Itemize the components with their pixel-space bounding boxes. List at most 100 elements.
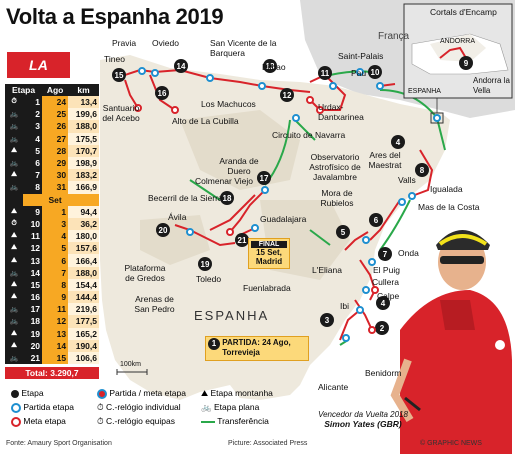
mountain-icon: ⛰ (5, 144, 24, 157)
stopwatch-icon: ⏱ (97, 402, 104, 412)
table-cell-km: 180,0 (68, 230, 99, 243)
table-cell-stage: 7 (23, 169, 43, 182)
legend-mountain: ⛰ Etapa montanha (201, 388, 273, 398)
table-row: ⛰ 9 1 94,4 (5, 205, 99, 218)
stage-marker-3b: 3 (325, 316, 330, 325)
label-oviedo: Oviedo (152, 38, 179, 48)
table-header-date: Ago (42, 84, 69, 96)
page-title: Volta a Espanha 2019 (6, 4, 224, 29)
footer-source: Fonte: Amaury Sport Organisation (6, 440, 112, 447)
label-san-vicente: San Vicente de la Barquera (210, 38, 277, 58)
label-becerril: Becerril de la Sierra (148, 193, 223, 203)
footer-credit: © GRAPHIC NEWS (420, 440, 482, 447)
cyclist-icon: 🚲 (5, 266, 24, 279)
finish-callout-text: 15 Set, Madrid (255, 248, 283, 266)
table-cell-date: 12 (42, 315, 69, 328)
table-cell-stage: 16 (23, 291, 43, 304)
cyclist-icon: 🚲 (5, 315, 24, 328)
table-cell-stage: 5 (23, 144, 43, 157)
total-distance: Total: 3.290,7 (5, 367, 99, 379)
table-header-km: km (68, 84, 99, 96)
table-cell-km: 13,4 (68, 96, 99, 109)
table-row: ⛰ 12 5 157,6 (5, 242, 99, 255)
table-cell-km: 166,4 (68, 254, 99, 267)
label-gredos: Plataforma de Gredos (124, 263, 166, 283)
table-cell-date: 4 (42, 230, 69, 243)
table-cell-km: 94,4 (68, 205, 99, 218)
table-cell-date: 31 (42, 181, 69, 194)
table-cell-stage: 11 (23, 230, 43, 243)
cyclist-icon: 🚲 (5, 181, 24, 194)
table-cell-km: 188,0 (68, 266, 99, 279)
table-cell-stage: 13 (23, 254, 43, 267)
label-el-puig: El Puig (373, 265, 400, 275)
start-dot-icon (11, 402, 21, 413)
table-row: ⛰ 11 4 180,0 (5, 230, 99, 243)
table-cell-stage: 19 (23, 327, 43, 340)
inset-espanha: ESPANHA (408, 88, 441, 95)
winner-name: Simon Yates (GBR) (324, 419, 402, 429)
legend-transfer: Transferência (201, 416, 269, 426)
start-callout-text: PARTIDA: 24 Ago, Torrevieja (222, 338, 291, 357)
table-cell-km: 177,5 (68, 315, 99, 328)
table-cell-km: 106,6 (68, 351, 99, 365)
label-franca: França (378, 31, 410, 42)
stage-marker-5: 5 (341, 228, 346, 237)
table-cell-date: 3 (42, 217, 69, 231)
stage-marker-16: 16 (158, 89, 167, 98)
label-urdax: Urdax-Dantxarinea (318, 102, 364, 122)
label-circuito-navarra: Circuito de Navarra (272, 130, 346, 140)
table-row: 🚲 21 15 106,6 (5, 351, 99, 365)
table-cell-date: 14 (42, 339, 69, 352)
table-cell-km: 188,0 (68, 120, 99, 133)
start-callout: 1 PARTIDA: 24 Ago, Torrevieja (205, 336, 309, 361)
cyclist-icon: 🚲 (5, 156, 24, 170)
label-fuenlabrada: Fuenlabrada (243, 283, 291, 293)
table-row: ⏱ 10 3 36,2 (5, 217, 99, 231)
finish-dot-icon (11, 416, 21, 427)
table-cell-date: 25 (42, 108, 69, 121)
table-cell-stage: 1 (23, 96, 43, 109)
team-stopwatch-icon: ⏱ (97, 416, 104, 426)
cyclist-icon: 🚲 (5, 132, 24, 145)
table-cell-date: 1 (42, 205, 69, 218)
table-cell-stage: 17 (23, 303, 43, 316)
cyclist-icon: 🚲 (5, 351, 24, 365)
table-cell-stage: 15 (23, 278, 43, 291)
legend-start-finish: Partida / meta etapa (97, 388, 186, 399)
stage-dot-icon (11, 389, 19, 398)
table-cell-stage: 18 (23, 315, 43, 328)
cyclist-icon: 🚲 (5, 120, 24, 133)
label-alto-cubilla: Alto de La Cubilla (172, 116, 239, 126)
table-row: ⛰ 7 30 183,2 (5, 169, 99, 182)
label-cullera: Cullera (372, 277, 399, 287)
table-row: ⛰ 15 8 154,4 (5, 278, 99, 291)
table-cell-stage: 20 (23, 339, 43, 352)
mountain-icon: ⛰ (5, 291, 24, 304)
mountain-icon: ⛰ (5, 230, 24, 243)
stage-marker-17: 17 (260, 174, 269, 183)
cyclist-icon: 🚲 (5, 303, 24, 316)
table-cell-km: 199,6 (68, 108, 99, 121)
table-cell-date: 6 (42, 254, 69, 267)
mountain-icon: ⛰ (5, 254, 24, 267)
finish-callout-label: FINAL (251, 241, 287, 248)
table-cell-date: 24 (42, 96, 69, 109)
stage-marker-19: 19 (201, 260, 210, 269)
rider-photo (390, 230, 512, 454)
table-cell-stage: 4 (23, 132, 43, 145)
table-row: 🚲 4 27 175,5 (5, 132, 99, 145)
start-finish-dots (134, 67, 441, 342)
table-row: ⛰ 19 13 165,2 (5, 327, 99, 340)
label-mora: Mora de Rubielos (320, 188, 354, 208)
table-header-stage: Etapa (5, 84, 43, 96)
stage-table: Etapa Ago km ⏱ 1 24 13,4 🚲 2 25 199,6 🚲 3 26 188,0 🚲… (5, 84, 99, 365)
label-valls: Valls (398, 175, 416, 185)
label-los-machucos: Los Machucos (201, 99, 256, 109)
label-javalambre: Observatorio Astrofísico de Javalambre (309, 152, 361, 182)
stage-marker-12: 12 (283, 91, 292, 100)
mountain-icon: ⛰ (5, 339, 24, 352)
label-benidorm: Benidorm (365, 368, 402, 378)
table-cell-date: 8 (42, 278, 69, 291)
